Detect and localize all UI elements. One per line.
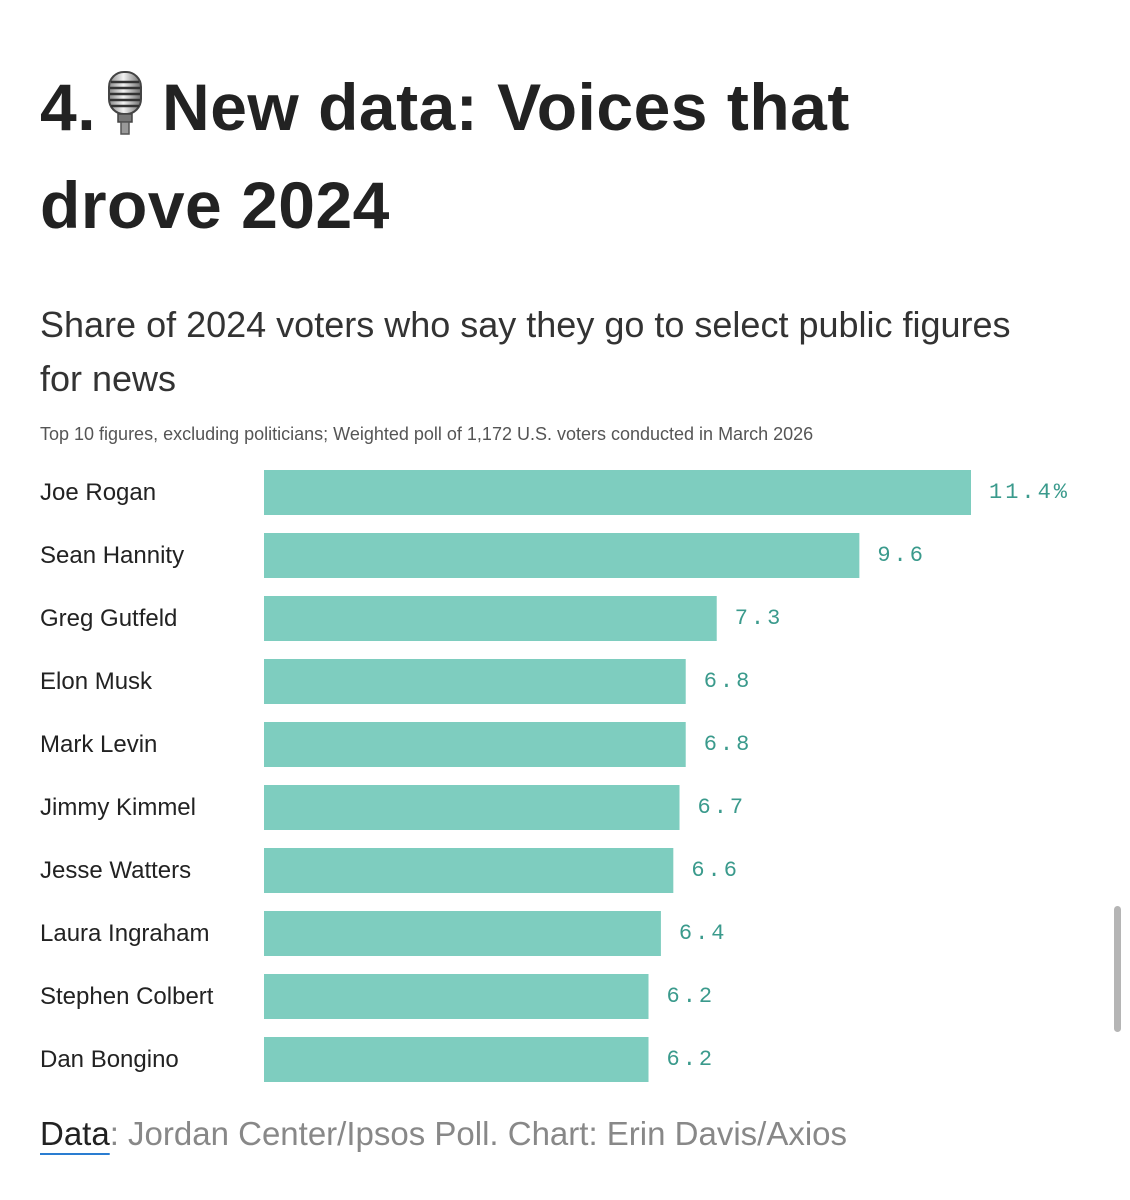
- bar: [264, 470, 971, 515]
- bar: [264, 785, 680, 830]
- data-label: 7.3: [735, 606, 784, 631]
- microphone-icon: [108, 71, 143, 135]
- category-label: Laura Ingraham: [40, 920, 209, 947]
- category-label: Jesse Watters: [40, 857, 191, 884]
- category-label: Stephen Colbert: [40, 983, 214, 1010]
- headline-text: New data: Voices that drove 2024: [40, 70, 850, 242]
- category-label: Dan Bongino: [40, 1046, 179, 1073]
- category-label: Joe Rogan: [40, 479, 156, 506]
- data-source-text: : Jordan Center/Ipsos Poll. Chart: Erin …: [109, 1115, 848, 1152]
- category-label: Sean Hannity: [40, 542, 184, 569]
- data-label: 6.6: [691, 858, 740, 883]
- scrollbar[interactable]: [1114, 906, 1121, 1032]
- data-label: 11.4%: [989, 480, 1070, 505]
- bar: [264, 533, 860, 578]
- data-label: 6.7: [698, 795, 747, 820]
- bar-chart: Joe Rogan 11.4% Sean Hannity 9.6 Greg Gutfel…: [40, 470, 1070, 1082]
- bar: [264, 596, 717, 641]
- bar: [264, 848, 674, 893]
- chart-title: Share of 2024 voters who say they go to …: [40, 304, 1011, 399]
- chart-source: Data: Jordan Center/Ipsos Poll. Chart: E…: [40, 1112, 847, 1156]
- bar: [264, 722, 686, 767]
- category-label: Greg Gutfeld: [40, 605, 177, 632]
- category-label: Mark Levin: [40, 731, 157, 758]
- data-source-label[interactable]: Data: [40, 1115, 110, 1152]
- data-label: 6.8: [704, 732, 753, 757]
- category-label: Elon Musk: [40, 668, 153, 695]
- headline-number: 4.: [40, 70, 97, 144]
- bar: [264, 1037, 649, 1082]
- chart-subtitle: Top 10 figures, excluding politicians; W…: [40, 424, 814, 444]
- headline: 4. New data: Voices that drove 2024: [40, 58, 1040, 254]
- data-label: 6.8: [704, 669, 753, 694]
- data-label: 6.2: [667, 1047, 716, 1072]
- bar: [264, 659, 686, 704]
- data-label: 6.2: [667, 984, 716, 1009]
- data-label: 9.6: [877, 543, 926, 568]
- bar: [264, 911, 661, 956]
- bar: [264, 974, 649, 1019]
- category-label: Jimmy Kimmel: [40, 794, 196, 821]
- data-label: 6.4: [679, 921, 728, 946]
